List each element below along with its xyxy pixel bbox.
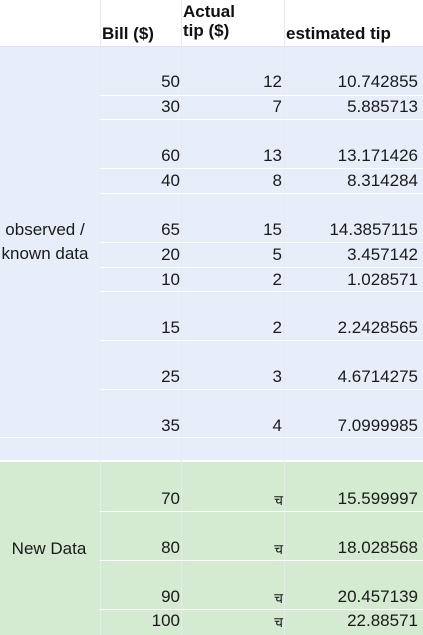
header-bill[interactable]: Bill ($) xyxy=(102,24,154,43)
estimate-cell[interactable]: 14.3857115 xyxy=(329,220,418,239)
bill-cell[interactable]: 10 xyxy=(161,270,180,289)
tip-cell[interactable]: 13 xyxy=(263,146,282,165)
tip-cell[interactable]: 2 xyxy=(272,318,282,337)
estimate-cell[interactable]: 4.6714275 xyxy=(337,367,418,386)
observed-band xyxy=(0,46,423,460)
new-data-label[interactable]: New Data xyxy=(11,539,87,558)
column-divider xyxy=(181,0,182,635)
estimate-cell[interactable]: 5.885713 xyxy=(347,97,418,116)
row-divider xyxy=(100,193,423,194)
observed-label-line2[interactable]: known data xyxy=(1,244,89,263)
row-divider xyxy=(100,389,423,390)
row-divider xyxy=(100,340,423,341)
bill-cell[interactable]: 20 xyxy=(161,245,180,264)
column-divider xyxy=(284,0,285,635)
tip-cell[interactable]: च xyxy=(274,615,283,631)
tip-cell[interactable]: 7 xyxy=(272,97,282,116)
estimate-cell[interactable]: 1.028571 xyxy=(347,270,418,289)
header-actual-tip-line2[interactable]: tip ($) xyxy=(183,21,230,40)
column-divider xyxy=(100,0,101,635)
estimate-cell[interactable]: 22.88571 xyxy=(347,611,418,630)
tip-cell[interactable]: 8 xyxy=(272,171,282,190)
bill-cell[interactable]: 25 xyxy=(161,367,180,386)
bill-cell[interactable]: 35 xyxy=(161,416,180,435)
estimate-cell[interactable]: 3.457142 xyxy=(347,245,418,264)
tip-cell[interactable]: 4 xyxy=(272,416,282,435)
tip-cell[interactable]: 5 xyxy=(272,245,282,264)
estimate-cell[interactable]: 2.2428565 xyxy=(337,318,418,337)
tip-cell[interactable]: 12 xyxy=(263,72,282,91)
bill-cell[interactable]: 80 xyxy=(161,538,180,557)
estimate-cell[interactable]: 8.314284 xyxy=(347,171,418,190)
row-divider xyxy=(100,560,423,561)
new-data-band xyxy=(0,462,423,635)
tip-cell[interactable]: च xyxy=(274,493,283,509)
estimate-cell[interactable]: 15.599997 xyxy=(337,489,418,508)
tip-cell[interactable]: 2 xyxy=(272,270,282,289)
tip-cell[interactable]: च xyxy=(274,542,283,558)
row-divider xyxy=(100,291,423,292)
tip-cell[interactable]: च xyxy=(274,591,283,607)
bill-cell[interactable]: 40 xyxy=(161,171,180,190)
bill-cell[interactable]: 65 xyxy=(161,220,180,239)
bill-cell[interactable]: 15 xyxy=(161,318,180,337)
header-actual-tip-line1[interactable]: Actual xyxy=(183,2,235,21)
row-divider xyxy=(0,437,423,438)
bill-cell[interactable]: 100 xyxy=(151,611,180,630)
tip-cell[interactable]: 3 xyxy=(272,367,282,386)
estimate-cell[interactable]: 18.028568 xyxy=(337,538,418,557)
tip-cell[interactable]: 15 xyxy=(263,220,282,239)
observed-label-line1[interactable]: observed / xyxy=(5,220,85,239)
row-divider xyxy=(100,609,423,610)
bill-cell[interactable]: 70 xyxy=(161,489,180,508)
header-estimated-tip[interactable]: estimated tip xyxy=(286,24,391,43)
bill-cell[interactable]: 90 xyxy=(161,587,180,606)
row-divider xyxy=(100,119,423,120)
estimate-cell[interactable]: 7.0999985 xyxy=(337,416,418,435)
estimate-cell[interactable]: 10.742855 xyxy=(337,72,418,91)
row-divider xyxy=(100,267,423,268)
bill-cell[interactable]: 30 xyxy=(161,97,180,116)
bill-cell[interactable]: 60 xyxy=(161,146,180,165)
row-divider xyxy=(100,95,423,96)
bill-cell[interactable]: 50 xyxy=(161,72,180,91)
row-divider xyxy=(0,46,423,47)
row-divider xyxy=(100,242,423,243)
estimate-cell[interactable]: 20.457139 xyxy=(337,587,418,606)
estimate-cell[interactable]: 13.171426 xyxy=(337,146,418,165)
row-divider xyxy=(100,168,423,169)
row-divider xyxy=(100,511,423,512)
